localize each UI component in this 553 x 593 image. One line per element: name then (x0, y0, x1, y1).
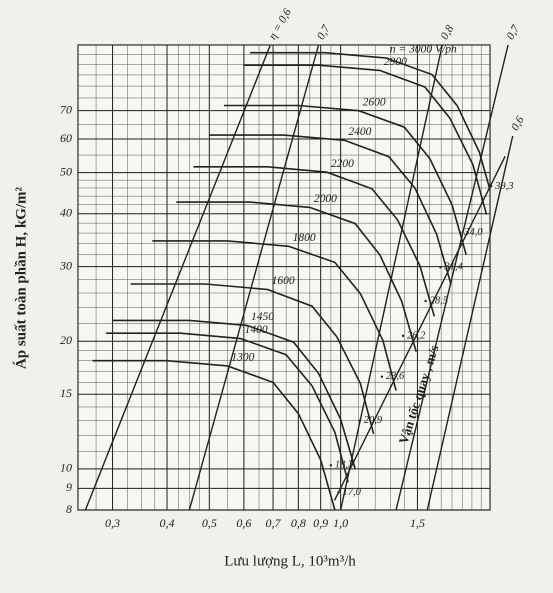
tip-speed-label: 31,4 (443, 262, 463, 273)
curve-label: 1600 (272, 275, 295, 287)
tip-speed-label: 18,3 (335, 460, 353, 471)
curve-label: 2000 (314, 193, 337, 205)
speed-curve (92, 359, 336, 510)
y-tick-label: 15 (60, 386, 72, 400)
tip-speed-point (337, 491, 340, 494)
y-tick-label: 8 (66, 502, 72, 516)
y-tick-label: 40 (60, 205, 72, 219)
x-tick-label: 0,3 (105, 516, 120, 530)
efficiency-line (84, 44, 271, 511)
curve-label: 1800 (293, 232, 316, 244)
plot-area (77, 44, 491, 511)
curve-label: 1400 (245, 324, 268, 336)
tip-speed-point (459, 231, 462, 234)
efficiency-line (188, 44, 320, 511)
y-tick-label: 50 (60, 164, 72, 178)
y-tick-label: 30 (59, 258, 72, 272)
y-tick-label: 20 (60, 333, 72, 347)
efficiency-label: η = 0,6 (267, 7, 294, 42)
speed-curve (112, 319, 356, 470)
y-tick-label: 70 (60, 102, 72, 116)
efficiency-line (395, 44, 509, 511)
speed-curve (209, 134, 452, 285)
curve-label: 1300 (231, 352, 254, 364)
curve-label: 2400 (348, 126, 371, 138)
speed-curve (223, 104, 467, 256)
y-axis-label: Áp suất toàn phần H, kG/m² (12, 186, 29, 369)
y-tick-label: 9 (66, 480, 72, 494)
efficiency-label: 0,7 (505, 22, 523, 42)
efficiency-line (426, 135, 514, 511)
efficiency-label: 0,7 (315, 22, 333, 42)
tip-speed-label: 20,9 (364, 415, 383, 426)
curve-label: 2600 (363, 96, 386, 108)
x-tick-label: 0,5 (202, 516, 217, 530)
x-tick-label: 0,4 (160, 516, 175, 530)
x-tick-label: 0,8 (291, 516, 306, 530)
x-tick-label: 0,6 (236, 516, 251, 530)
tip-speed-point (439, 266, 442, 269)
tip-speed-point (489, 185, 493, 188)
tip-speed-point (380, 375, 384, 378)
y-tick-label: 60 (60, 131, 72, 145)
tip-speed-point (424, 299, 427, 303)
tip-speed-point (329, 464, 333, 467)
tip-speed-label: 28,5 (430, 295, 448, 306)
tip-speed-label: 39,3 (494, 181, 513, 192)
speed-curve (193, 166, 436, 317)
x-tick-label: 1,5 (410, 516, 425, 530)
speed-curve (250, 51, 490, 193)
x-tick-label: 0,7 (266, 516, 282, 530)
tip-speed-label: 26,2 (407, 330, 426, 341)
curve-label: n = 3000 V/ph (390, 44, 457, 56)
speed-curve (152, 240, 397, 391)
y-tick-label: 10 (60, 461, 72, 475)
efficiency-label: 0,8 (439, 23, 457, 42)
tip-speed-point (358, 419, 361, 422)
tip-speed-label: 34,0 (463, 227, 483, 238)
speed-curve (130, 283, 375, 435)
curve-label: 2200 (331, 158, 354, 170)
curve-label: 1450 (251, 311, 274, 323)
curve-label: 2900 (384, 56, 407, 68)
x-tick-label: 1,0 (333, 516, 348, 530)
speed-curve (176, 201, 417, 352)
tip-speed-line (333, 156, 506, 501)
x-tick-label: 0,9 (313, 516, 328, 530)
efficiency-label: 0,6 (509, 114, 527, 133)
speed-curve (106, 332, 349, 483)
speed-curve (243, 64, 488, 215)
tip-speed-label: 17,0 (343, 487, 362, 498)
tip-speed-point (401, 334, 405, 338)
tip-speed-label: 23,6 (386, 371, 405, 382)
efficiency-line (339, 44, 443, 511)
x-axis-label: Lưu lượng L, 10³m³/h (224, 553, 356, 569)
